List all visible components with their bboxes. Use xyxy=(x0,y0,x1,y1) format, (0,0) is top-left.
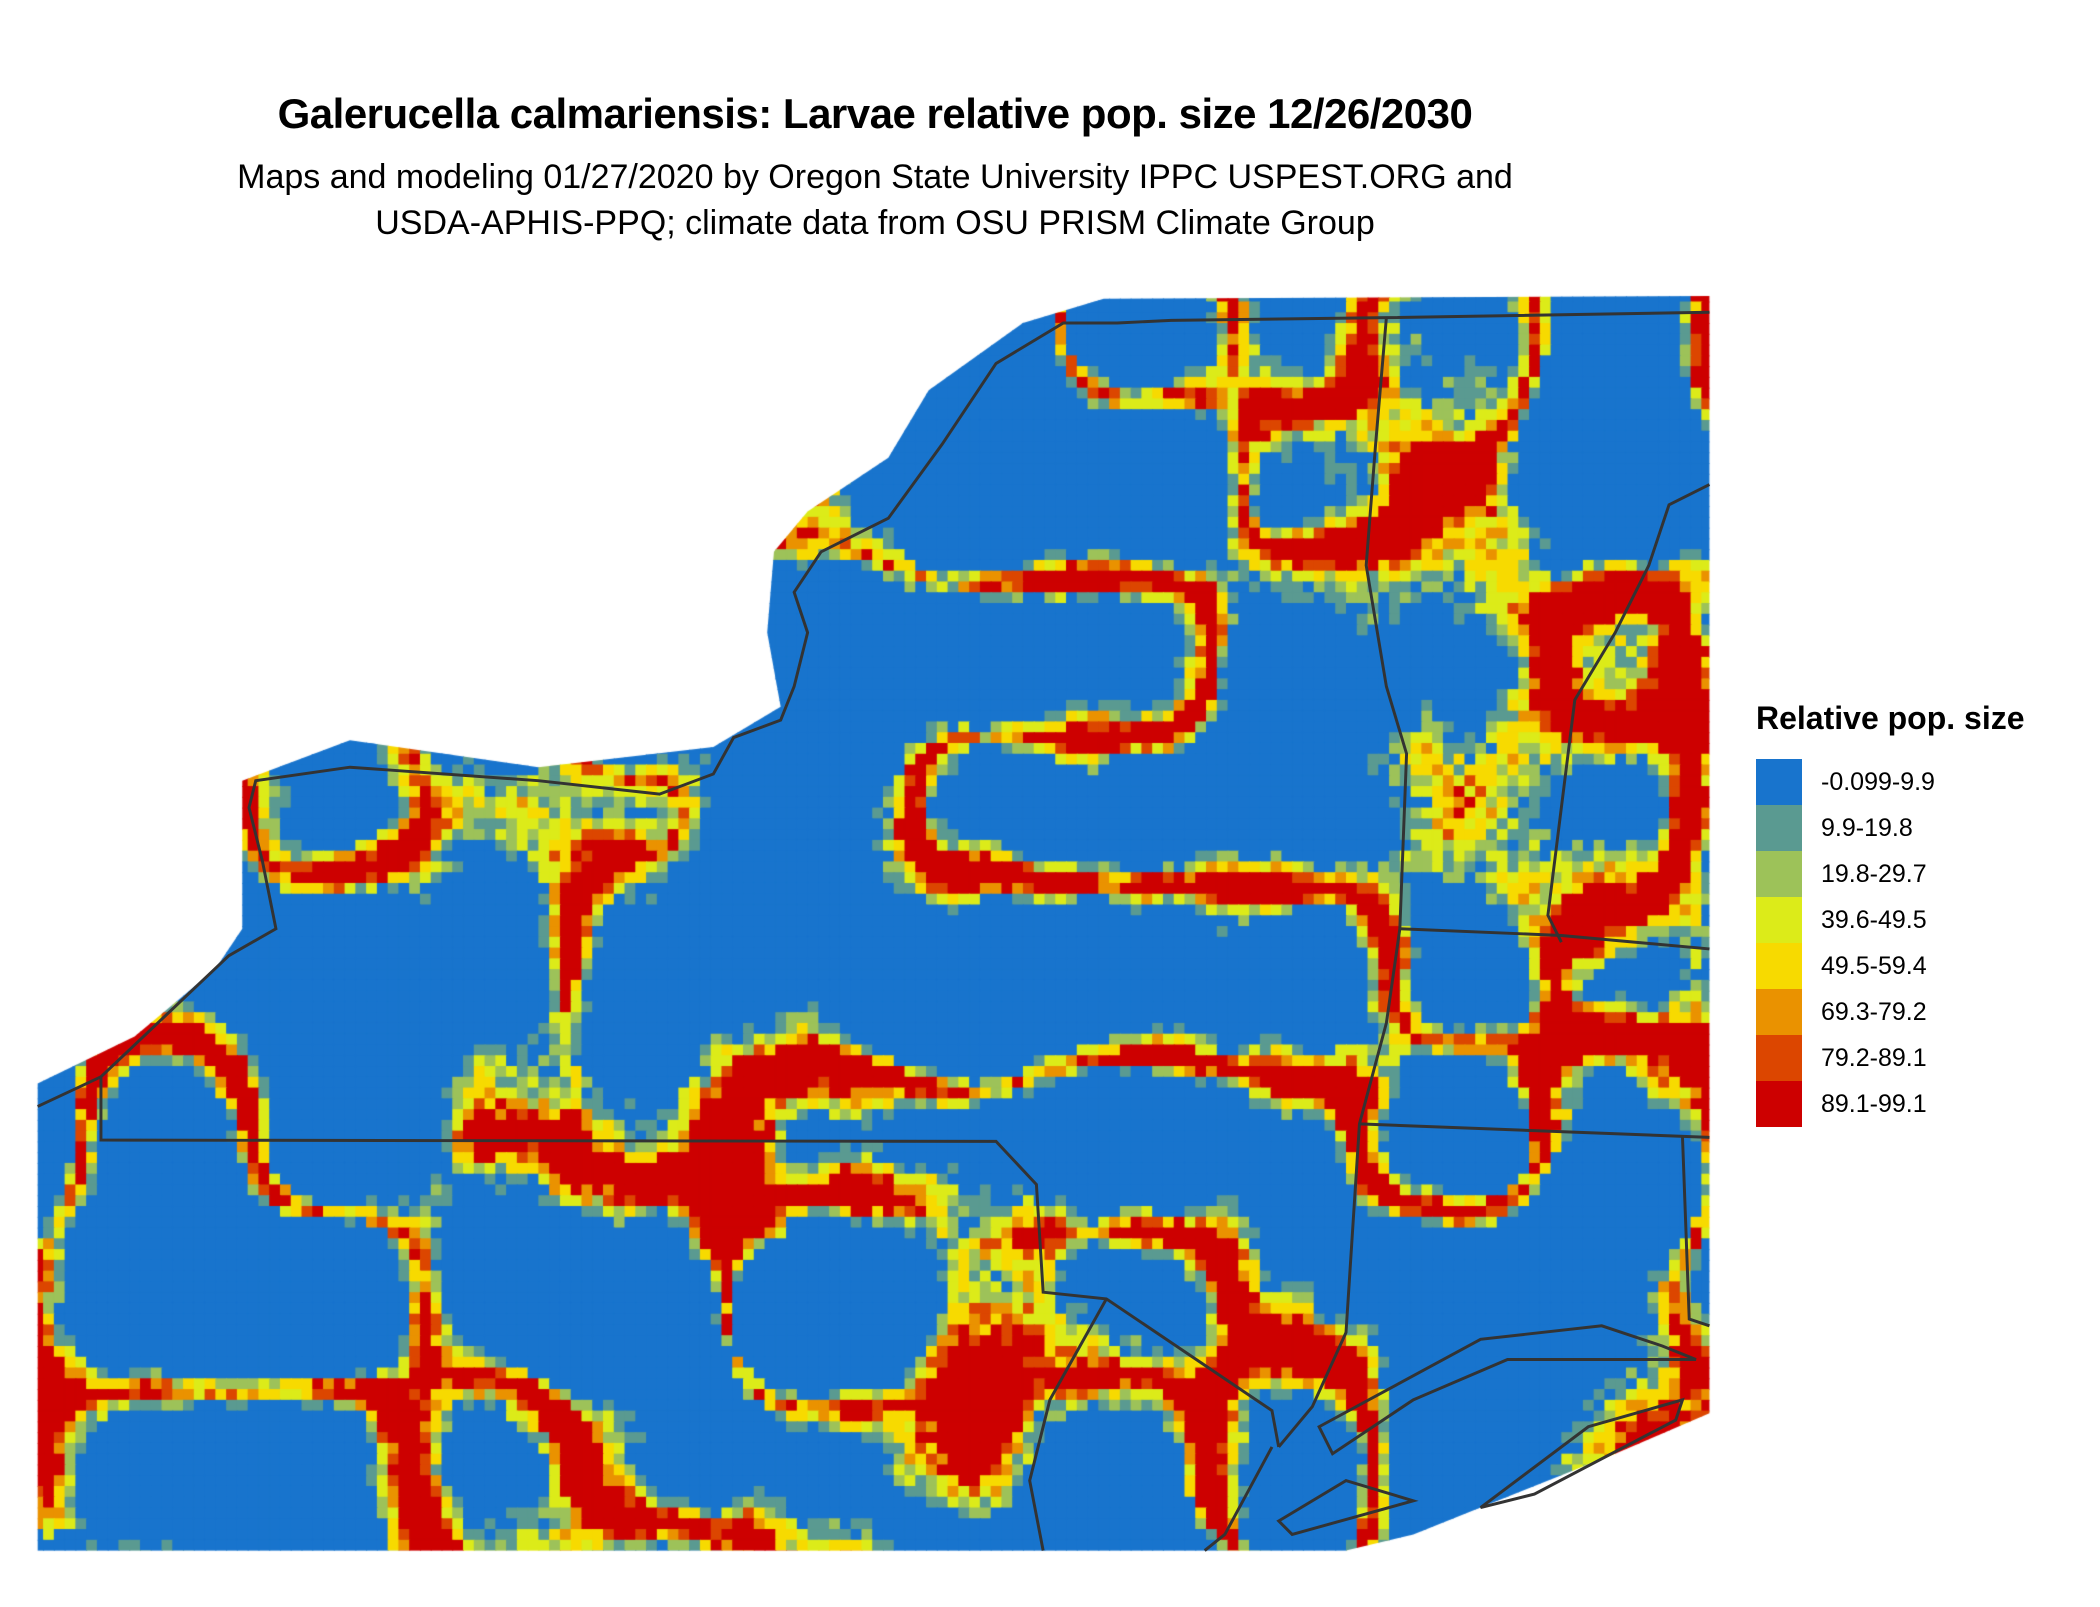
ny-outline xyxy=(37,310,1710,1108)
legend-label: 69.3-79.2 xyxy=(1821,997,1927,1026)
legend-title: Relative pop. size xyxy=(1756,700,2025,736)
legend-swatch xyxy=(1756,1081,1802,1127)
pa-ny-border xyxy=(99,1076,1281,1448)
legend-label: 19.8-29.7 xyxy=(1821,859,1927,888)
legend-item: -0.099-9.9 xyxy=(1756,759,2025,805)
legend-item: 39.6-49.5 xyxy=(1756,897,2025,943)
legend-item: 19.8-29.7 xyxy=(1756,851,2025,897)
legend-label: 9.9-19.8 xyxy=(1821,813,1913,842)
long-island xyxy=(1276,1324,1697,1537)
legend-swatch xyxy=(1756,943,1802,989)
legend-swatch xyxy=(1756,897,1802,943)
legend-label: 49.5-59.4 xyxy=(1821,951,1927,980)
legend-item: 9.9-19.8 xyxy=(1756,805,2025,851)
legend-item: 79.2-89.1 xyxy=(1756,1035,2025,1081)
legend-swatch xyxy=(1756,851,1802,897)
map-subtitle-line-2: USDA-APHIS-PPQ; climate data from OSU PR… xyxy=(375,204,1375,242)
legend-label: 39.6-49.5 xyxy=(1821,905,1927,934)
nj-border xyxy=(1028,1298,1108,1551)
nj-coast xyxy=(1203,1446,1274,1552)
legend-label: 79.2-89.1 xyxy=(1821,1043,1927,1072)
ny-vt-border xyxy=(1277,317,1409,1448)
legend: Relative pop. size -0.099-9.9 9.9-19.8 19.… xyxy=(1756,700,2025,1127)
legend-item: 89.1-99.1 xyxy=(1756,1081,2025,1127)
legend-swatch xyxy=(1756,989,1802,1035)
ma-border xyxy=(1399,927,1710,951)
legend-label: 89.1-99.1 xyxy=(1821,1089,1927,1118)
map-subtitle-line-1: Maps and modeling 01/27/2020 by Oregon S… xyxy=(237,158,1513,196)
legend-label: -0.099-9.9 xyxy=(1821,767,1935,796)
ri-ct-border xyxy=(1681,1137,1710,1328)
ct-border xyxy=(1359,1122,1710,1139)
legend-swatch xyxy=(1756,1035,1802,1081)
legend-item: 49.5-59.4 xyxy=(1756,943,2025,989)
legend-item: 69.3-79.2 xyxy=(1756,989,2025,1035)
legend-swatch xyxy=(1756,759,1802,805)
vt-nh-border xyxy=(1546,483,1711,943)
map-title: Galerucella calmariensis: Larvae relativ… xyxy=(277,90,1473,137)
legend-swatch xyxy=(1756,805,1802,851)
